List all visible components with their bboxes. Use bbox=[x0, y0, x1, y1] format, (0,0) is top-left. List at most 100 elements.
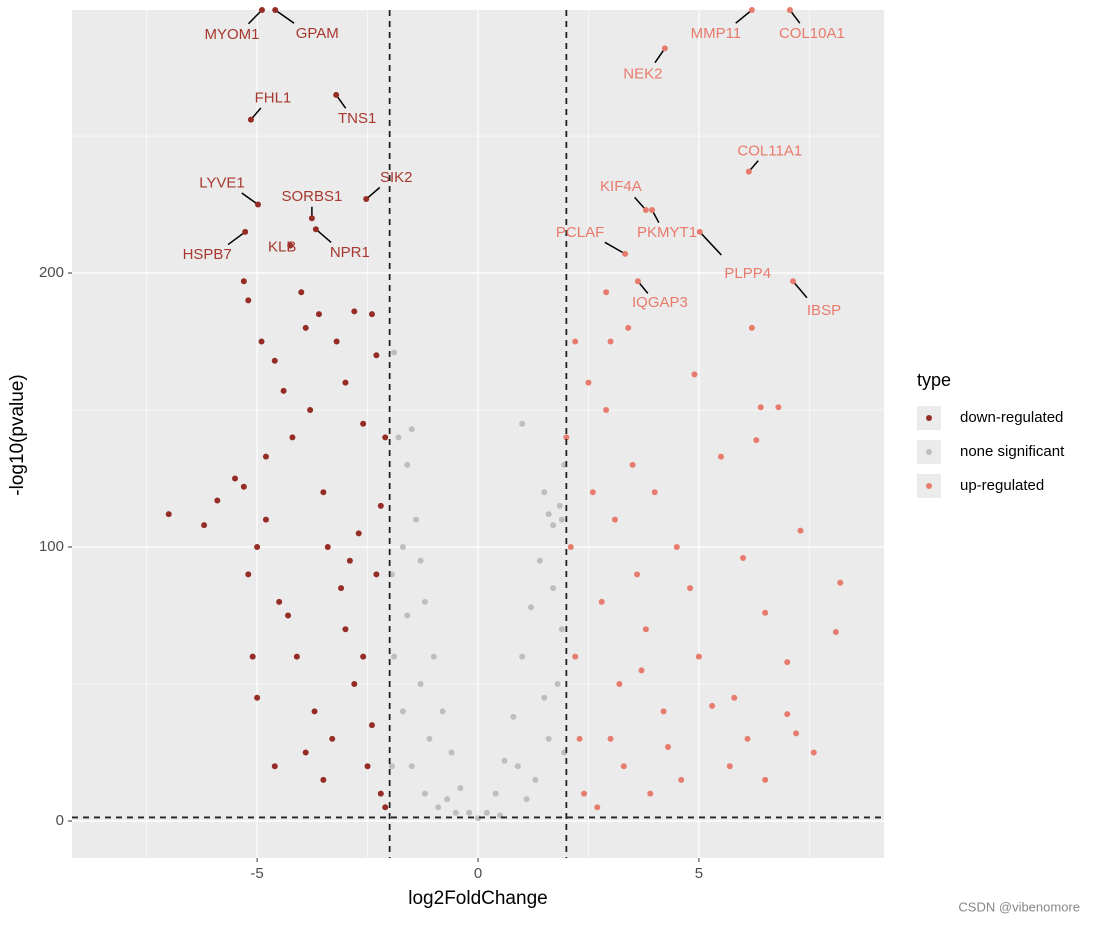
point bbox=[408, 763, 415, 770]
point bbox=[607, 735, 614, 742]
point bbox=[404, 612, 411, 619]
point bbox=[784, 711, 791, 718]
point bbox=[740, 554, 747, 561]
point bbox=[417, 681, 424, 688]
point bbox=[536, 557, 543, 564]
point-label: FHL1 bbox=[255, 90, 292, 107]
labeled-point bbox=[745, 168, 752, 175]
point-label: NEK2 bbox=[623, 65, 662, 82]
point bbox=[483, 809, 490, 816]
label-leader bbox=[315, 228, 332, 243]
point bbox=[399, 544, 406, 551]
point bbox=[368, 722, 375, 729]
point bbox=[444, 796, 451, 803]
labeled-point bbox=[272, 7, 279, 13]
point bbox=[532, 776, 539, 783]
point bbox=[832, 628, 839, 635]
point bbox=[417, 557, 424, 564]
point bbox=[165, 511, 172, 518]
point bbox=[762, 609, 769, 616]
label-leader bbox=[241, 192, 259, 206]
point bbox=[245, 297, 252, 304]
point bbox=[695, 653, 702, 660]
point bbox=[364, 763, 371, 770]
point bbox=[581, 790, 588, 797]
point bbox=[572, 338, 579, 345]
point bbox=[421, 790, 428, 797]
point bbox=[678, 776, 685, 783]
point bbox=[240, 278, 247, 285]
labeled-point bbox=[748, 7, 755, 13]
point bbox=[554, 681, 561, 688]
labeled-point bbox=[786, 7, 793, 13]
labeled-point bbox=[642, 207, 649, 214]
point bbox=[439, 708, 446, 715]
label-leader bbox=[274, 9, 295, 24]
point bbox=[342, 626, 349, 633]
labeled-point bbox=[242, 228, 249, 235]
point bbox=[567, 544, 574, 551]
point bbox=[254, 694, 261, 701]
point bbox=[311, 708, 318, 715]
x-tick-label: 0 bbox=[474, 865, 482, 882]
point bbox=[558, 516, 565, 523]
point bbox=[556, 502, 563, 509]
legend-label: none significant bbox=[960, 443, 1065, 460]
point bbox=[262, 453, 269, 460]
labeled-point bbox=[308, 215, 315, 222]
point bbox=[744, 735, 751, 742]
point bbox=[572, 653, 579, 660]
y-axis-label: -log10(pvalue) bbox=[7, 374, 28, 495]
point bbox=[245, 571, 252, 578]
point bbox=[519, 420, 526, 427]
point bbox=[315, 311, 322, 318]
point bbox=[377, 502, 384, 509]
point bbox=[748, 324, 755, 331]
point bbox=[360, 653, 367, 660]
point bbox=[285, 612, 292, 619]
point bbox=[307, 407, 314, 414]
point bbox=[691, 371, 698, 378]
point bbox=[351, 681, 358, 688]
x-tick-label: 5 bbox=[695, 865, 703, 882]
point bbox=[271, 763, 278, 770]
point bbox=[514, 763, 521, 770]
point bbox=[589, 489, 596, 496]
point bbox=[576, 735, 583, 742]
point-label: MMP11 bbox=[691, 25, 742, 42]
point bbox=[388, 763, 395, 770]
point bbox=[634, 571, 641, 578]
point bbox=[249, 653, 256, 660]
point bbox=[355, 530, 362, 537]
legend-label: down-regulated bbox=[960, 409, 1063, 426]
point bbox=[404, 461, 411, 468]
point bbox=[271, 357, 278, 364]
point bbox=[258, 338, 265, 345]
point bbox=[603, 407, 610, 414]
point bbox=[717, 453, 724, 460]
x-tick-label: -5 bbox=[250, 865, 263, 882]
point bbox=[594, 804, 601, 811]
point bbox=[373, 352, 380, 359]
label-leader bbox=[735, 9, 753, 24]
point bbox=[448, 749, 455, 756]
point bbox=[346, 557, 353, 564]
point-label: IQGAP3 bbox=[632, 294, 688, 311]
point bbox=[598, 598, 605, 605]
point bbox=[333, 338, 340, 345]
point bbox=[687, 585, 694, 592]
point bbox=[262, 516, 269, 523]
point bbox=[541, 489, 548, 496]
point bbox=[642, 626, 649, 633]
point bbox=[302, 749, 309, 756]
point bbox=[395, 434, 402, 441]
point bbox=[382, 434, 389, 441]
legend-label: up-regulated bbox=[960, 477, 1044, 494]
point-label: KIF4A bbox=[600, 178, 642, 195]
point bbox=[550, 522, 557, 529]
point bbox=[660, 708, 667, 715]
y-tick-label: 200 bbox=[39, 264, 64, 281]
point bbox=[620, 763, 627, 770]
point bbox=[254, 544, 261, 551]
